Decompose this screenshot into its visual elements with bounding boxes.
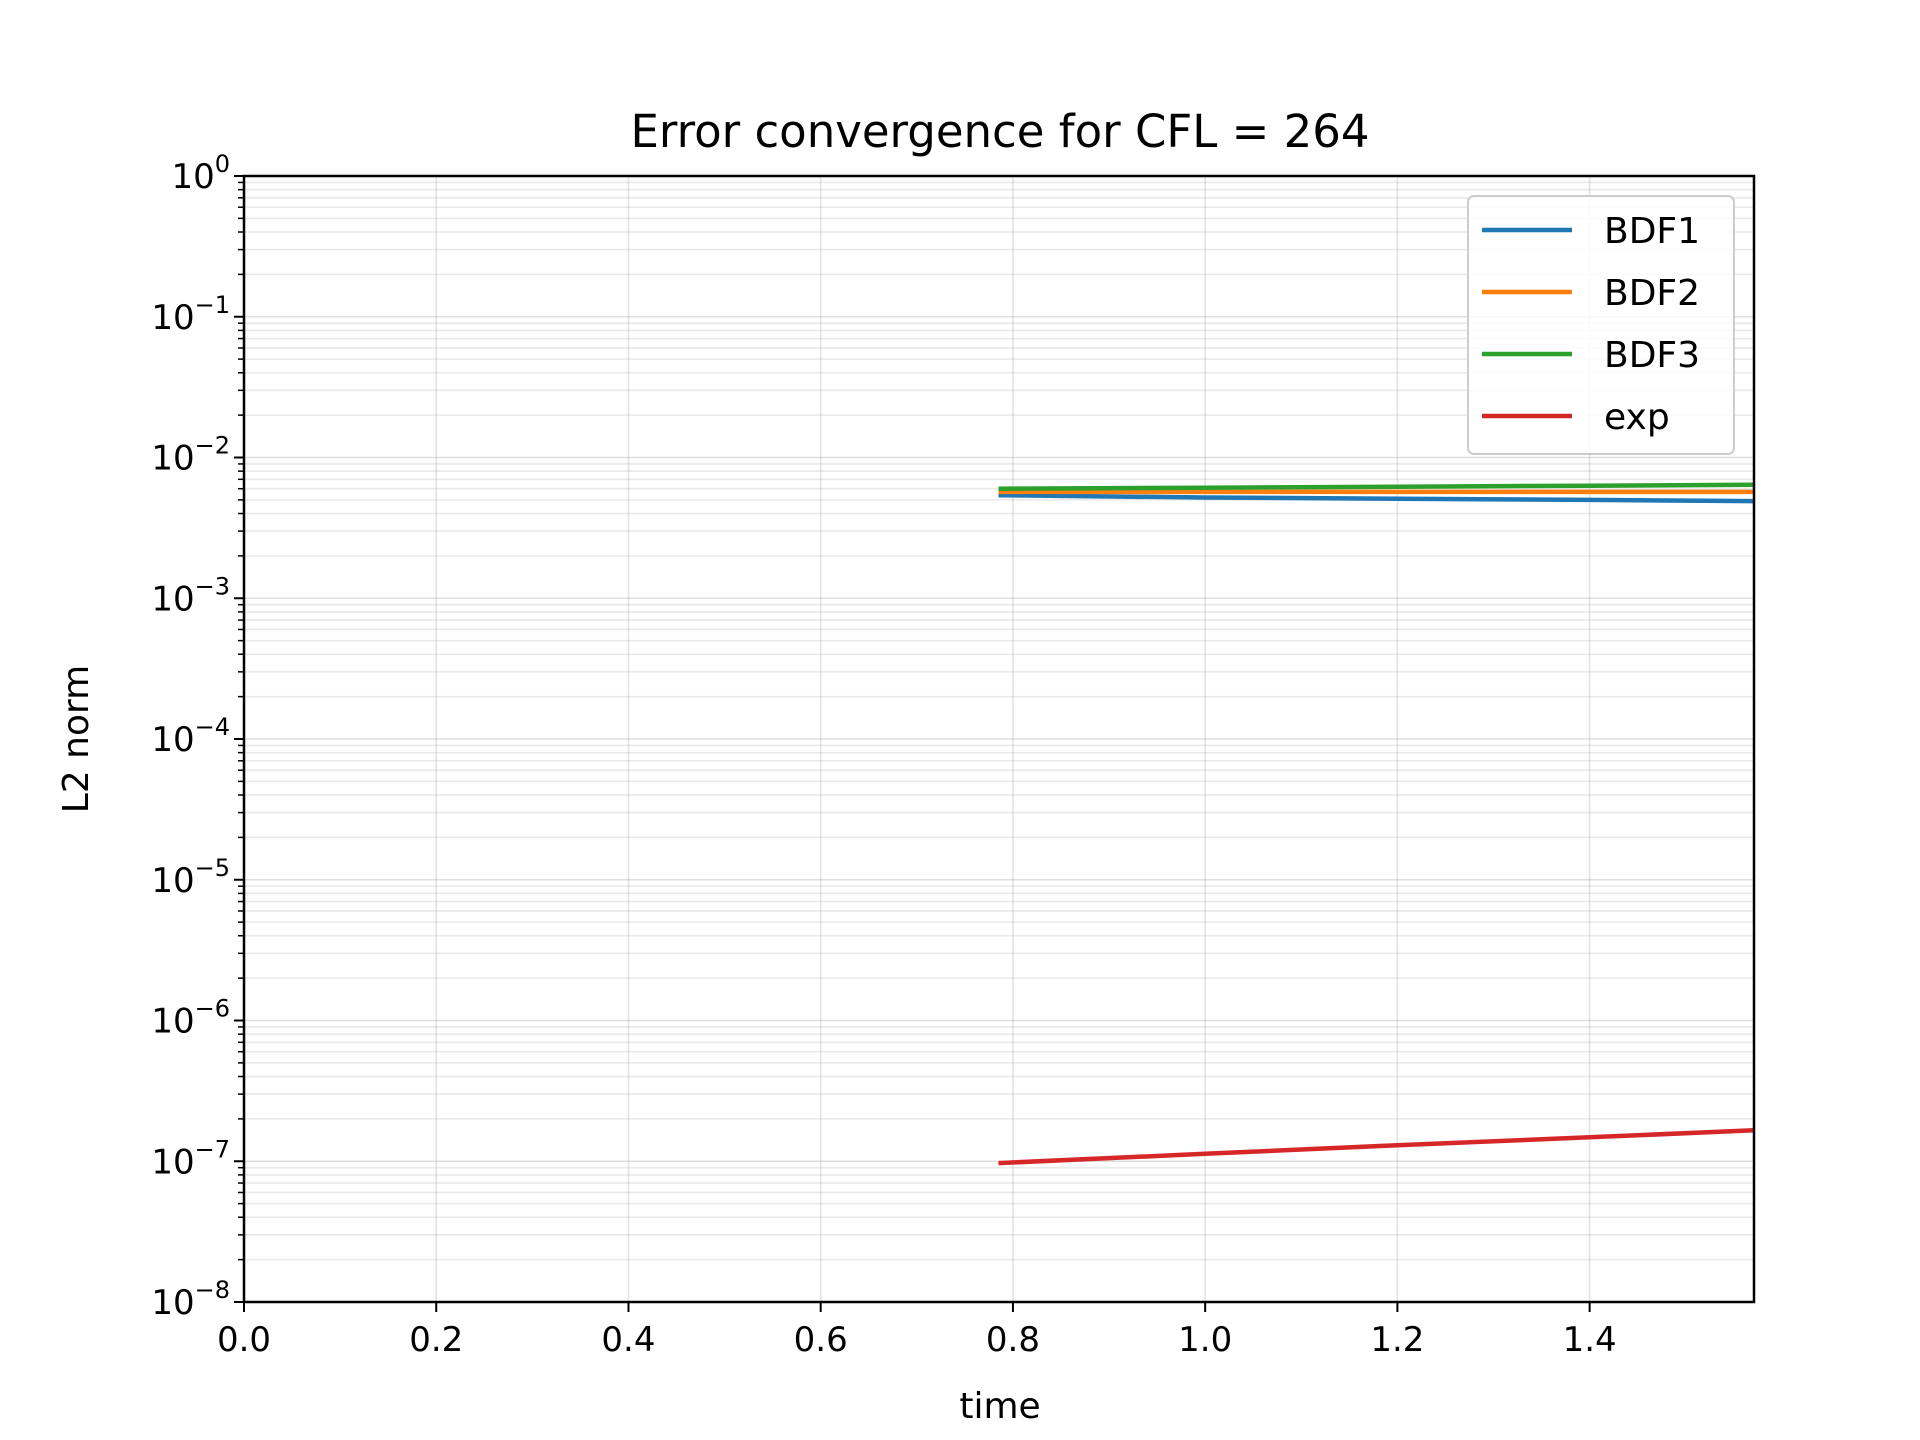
y-tick-label: 10−1 [151,291,230,338]
x-tick-label: 0.2 [409,1320,463,1360]
ticks [234,175,1591,1312]
x-tick-label: 0.6 [794,1320,848,1360]
series-line-bdf3 [998,482,1755,491]
y-axis-label: L2 norm [56,665,97,813]
x-tick-label: 1.2 [1370,1320,1424,1360]
chart-title: Error convergence for CFL = 264 [630,105,1369,158]
series-line-bdf1 [998,492,1755,504]
x-tick-label: 0.0 [217,1320,271,1360]
y-tick-label: 10−8 [151,1276,230,1323]
legend-label-bdf3: BDF3 [1604,335,1700,376]
legend-label-exp: exp [1604,397,1670,438]
series-layer [998,482,1755,1166]
y-tick-label: 10−5 [151,854,230,901]
x-tick-label: 1.4 [1563,1320,1617,1360]
y-tick-labels: 100 10−1 10−2 10−3 10−4 10−5 10−6 10−7 10−8 [151,150,230,1323]
x-tick-label: 0.4 [601,1320,655,1360]
x-axis-label: time [959,1386,1040,1427]
x-tick-labels: 0.0 0.2 0.4 0.6 0.8 1.0 1.2 1.4 [217,1320,1617,1360]
x-tick-label: 0.8 [986,1320,1040,1360]
x-tick-label: 1.0 [1178,1320,1232,1360]
y-tick-label: 10−3 [151,572,230,619]
series-line-exp [998,1128,1755,1166]
y-tick-label: 10−7 [151,1135,230,1182]
legend: BDF1 BDF2 BDF3 exp [1467,195,1735,455]
y-tick-label: 100 [171,150,230,197]
y-tick-label: 10−2 [151,432,230,479]
legend-box [1467,195,1735,455]
legend-label-bdf1: BDF1 [1604,211,1700,252]
y-tick-label: 10−6 [151,995,230,1042]
y-tick-label: 10−4 [151,713,230,760]
legend-label-bdf2: BDF2 [1604,273,1700,314]
